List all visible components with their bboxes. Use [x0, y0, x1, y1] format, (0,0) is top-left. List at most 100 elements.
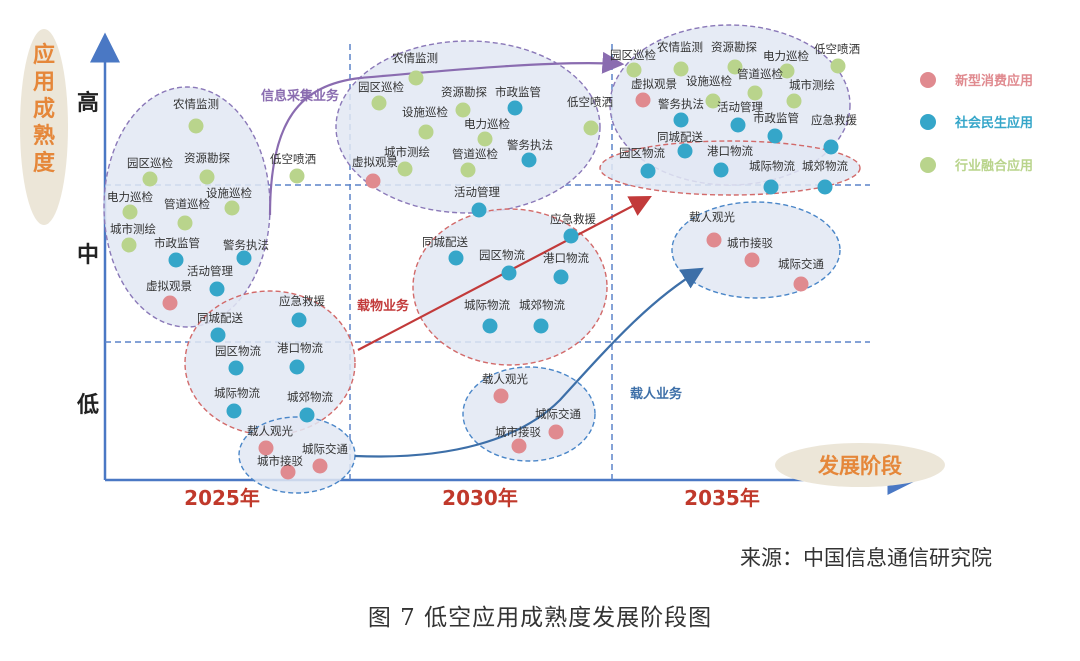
data-point-label: 虚拟观景: [631, 77, 677, 91]
data-point-label: 市政监管: [753, 111, 799, 125]
data-point-2030-cargo: [533, 318, 549, 334]
data-point-label: 农情监测: [657, 40, 703, 54]
data-point-label: 城际物流: [464, 298, 510, 312]
group-ellipse-2030-cargo: [412, 208, 608, 366]
data-point-2025-passenger: [258, 440, 274, 456]
data-point-2025-passenger: [280, 464, 296, 480]
data-point-2025-industry: [224, 200, 240, 216]
xtick-label: 2025年: [184, 486, 260, 510]
data-point-2025-cargo: [291, 312, 307, 328]
data-point-label: 设施巡检: [206, 186, 252, 200]
data-point-2035-industry: [767, 128, 783, 144]
data-point-label: 同城配送: [657, 130, 703, 144]
data-point-2030-industry: [365, 173, 381, 189]
data-point-2035-industry: [779, 63, 795, 79]
data-point-label: 市政监管: [154, 236, 200, 250]
legend-label: 新型消费应用: [955, 73, 1033, 89]
data-point-2035-industry: [727, 59, 743, 75]
data-point-2030-industry: [583, 120, 599, 136]
data-point-label: 城市接驳: [257, 454, 303, 468]
data-point-label: 虚拟观景: [146, 279, 192, 293]
data-point-label: 活动管理: [187, 264, 233, 278]
data-point-2035-industry: [705, 93, 721, 109]
trend-arrow-label: 信息采集业务: [261, 88, 340, 104]
data-point-2030-cargo: [553, 269, 569, 285]
legend-marker: [920, 72, 936, 88]
data-point-label: 园区物流: [479, 248, 525, 262]
data-point-2030-industry: [408, 70, 424, 86]
data-point-label: 资源勘探: [184, 151, 230, 165]
data-point-2030-cargo: [482, 318, 498, 334]
data-point-label: 警务执法: [223, 238, 269, 252]
data-point-2035-industry: [830, 58, 846, 74]
data-point-2025-industry: [122, 204, 138, 220]
data-point-label: 应急救援: [550, 212, 596, 226]
data-point-label: 城际交通: [302, 442, 348, 456]
figure-title: 图 7 低空应用成熟度发展阶段图: [367, 605, 713, 631]
data-point-2030-industry: [460, 162, 476, 178]
data-point-2035-cargo: [763, 179, 779, 195]
group-ellipse-2035-cargo: [599, 140, 861, 196]
data-point-2035-passenger: [706, 232, 722, 248]
data-point-2025-industry: [121, 237, 137, 253]
data-point-2030-industry: [471, 202, 487, 218]
data-point-2035-industry: [823, 139, 839, 155]
data-point-2030-passenger: [548, 424, 564, 440]
data-point-2030-passenger: [511, 438, 527, 454]
legend-label: 行业融合应用: [954, 158, 1033, 174]
data-point-2030-industry: [371, 95, 387, 111]
data-point-label: 城郊物流: [519, 298, 565, 312]
data-point-2025-industry: [168, 252, 184, 268]
data-point-label: 港口物流: [707, 144, 753, 158]
trend-arrow: [354, 267, 704, 458]
data-point-label: 城市测绘: [110, 222, 156, 236]
data-point-label: 警务执法: [658, 97, 704, 111]
data-point-label: 警务执法: [507, 138, 553, 152]
data-point-label: 城市测绘: [789, 78, 835, 92]
data-point-label: 载人观光: [482, 372, 528, 386]
data-point-2030-passenger: [493, 388, 509, 404]
xtick-label: 2030年: [442, 486, 518, 510]
data-point-label: 活动管理: [454, 185, 500, 199]
trend-arrow-label: 载人业务: [630, 386, 683, 402]
data-point-label: 园区巡检: [127, 156, 173, 170]
data-point-2035-cargo: [640, 163, 656, 179]
data-point-label: 城市测绘: [384, 145, 430, 159]
data-point-2025-industry: [199, 169, 215, 185]
data-point-label: 城际交通: [778, 257, 824, 271]
data-point-label: 低空喷洒: [567, 95, 613, 109]
data-point-2030-industry: [455, 102, 471, 118]
data-point-2035-cargo: [677, 143, 693, 159]
data-point-2035-passenger: [793, 276, 809, 292]
ylabel-char: 熟: [33, 123, 55, 149]
data-point-label: 应急救援: [811, 113, 857, 127]
data-point-label: 管道巡检: [164, 197, 210, 211]
data-point-2025-cargo: [226, 403, 242, 419]
data-point-2035-industry: [747, 85, 763, 101]
data-point-2030-industry: [418, 124, 434, 140]
data-point-2025-industry: [209, 281, 225, 297]
data-point-label: 资源勘探: [441, 85, 487, 99]
data-point-2035-cargo: [817, 179, 833, 195]
data-point-label: 资源勘探: [711, 40, 757, 54]
data-point-label: 电力巡检: [107, 190, 153, 204]
data-point-2025-cargo: [299, 407, 315, 423]
trend-arrow-label: 载物业务: [357, 298, 410, 314]
data-point-label: 电力巡检: [464, 117, 510, 131]
group-ellipse-2035-passenger: [671, 201, 841, 299]
data-point-label: 管道巡检: [452, 147, 498, 161]
data-point-2035-industry: [730, 117, 746, 133]
ylabel-char: 应: [33, 42, 55, 68]
data-point-2035-industry: [626, 62, 642, 78]
data-point-2025-industry: [162, 295, 178, 311]
data-point-label: 市政监管: [495, 85, 541, 99]
data-point-label: 虚拟观景: [352, 155, 398, 169]
data-point-label: 农情监测: [392, 51, 438, 65]
legend-marker: [920, 114, 936, 130]
xtick-label: 2035年: [684, 486, 760, 510]
data-point-2025-industry: [289, 168, 305, 184]
data-point-label: 应急救援: [279, 294, 325, 308]
ylabel-char: 度: [33, 150, 56, 176]
data-point-label: 城际物流: [214, 386, 260, 400]
data-point-2025-industry: [142, 171, 158, 187]
